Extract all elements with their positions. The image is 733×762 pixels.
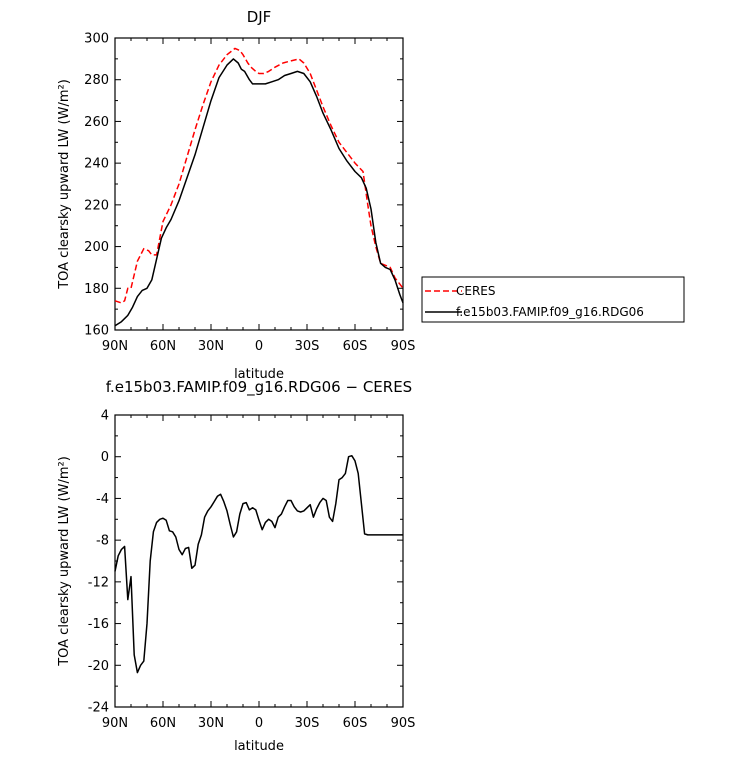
bottom-y-tick-label: 4: [101, 409, 109, 424]
panel-top: DJF 160 180 200 220 240 260 280 300 90N 60N 30N 0 3…: [57, 8, 685, 382]
legend-label-ceres: CERES: [456, 284, 496, 298]
top-x-tick-label: 30N: [198, 339, 224, 354]
bottom-y-tick-label: -16: [88, 617, 109, 632]
top-x-tick-label: 90N: [102, 339, 128, 354]
top-chart-title: DJF: [247, 8, 272, 26]
top-x-tick-label: 60N: [150, 339, 176, 354]
bottom-series-lines: [114, 454, 403, 674]
bottom-x-tick-label: 90S: [391, 716, 416, 731]
top-x-axis-label: latitude: [234, 367, 284, 382]
bottom-x-tick-label: 0: [255, 716, 263, 731]
top-y-tick-label: 240: [84, 157, 109, 172]
top-x-tick-label: 90S: [391, 339, 416, 354]
bottom-y-tick-label: -8: [96, 534, 109, 549]
bottom-y-tick-label: -12: [88, 575, 109, 590]
bottom-x-tick-label: 30S: [295, 716, 320, 731]
top-y-tick-label: 300: [84, 32, 109, 47]
bottom-chart-title: f.e15b03.FAMIP.f09_g16.RDG06 − CERES: [106, 378, 412, 397]
bottom-series-line-difference: [114, 454, 403, 674]
top-y-tick-label: 220: [84, 198, 109, 213]
bottom-x-tick-label: 60S: [343, 716, 368, 731]
bottom-x-tick-label: 30N: [198, 716, 224, 731]
top-y-axis-label: TOA clearsky upward LW (W/m²): [57, 79, 72, 290]
top-y-tick-label: 180: [84, 282, 109, 297]
top-y-tick-label: 200: [84, 240, 109, 255]
bottom-y-tick-label: -4: [96, 492, 109, 507]
top-y-tick-label: 160: [84, 324, 109, 339]
bottom-x-tick-label: 90N: [102, 716, 128, 731]
top-y-axis: 160 180 200 220 240 260 280 300: [84, 32, 403, 339]
top-series-line-model: [114, 58, 404, 327]
bottom-x-axis: 90N 60N 30N 0 30S 60S 90S: [102, 415, 416, 731]
bottom-plot-frame: [114, 414, 404, 708]
bottom-y-axis: -24 -20 -16 -12 -8 -4 0 4: [88, 409, 403, 716]
legend: CERES f.e15b03.FAMIP.f09_g16.RDG06: [421, 276, 685, 323]
legend-box: [421, 276, 685, 323]
bottom-y-axis-label: TOA clearsky upward LW (W/m²): [57, 456, 72, 667]
bottom-x-axis-label: latitude: [234, 739, 284, 754]
bottom-x-tick-label: 60N: [150, 716, 176, 731]
top-y-tick-label: 280: [84, 73, 109, 88]
top-x-tick-label: 30S: [295, 339, 320, 354]
legend-label-model: f.e15b03.FAMIP.f09_g16.RDG06: [456, 305, 644, 319]
bottom-y-tick-label: 0: [101, 450, 109, 465]
top-x-tick-label: 60S: [343, 339, 368, 354]
top-x-axis: 90N 60N 30N 0 30S 60S 90S: [102, 38, 416, 354]
top-plot-frame: [114, 37, 404, 331]
bottom-y-tick-label: -20: [88, 659, 109, 674]
panel-bottom: f.e15b03.FAMIP.f09_g16.RDG06 − CERES -24…: [57, 378, 415, 754]
bottom-y-tick-label: -24: [88, 701, 109, 716]
top-x-tick-label: 0: [255, 339, 263, 354]
top-series-lines: [114, 47, 404, 327]
top-y-tick-label: 260: [84, 115, 109, 130]
